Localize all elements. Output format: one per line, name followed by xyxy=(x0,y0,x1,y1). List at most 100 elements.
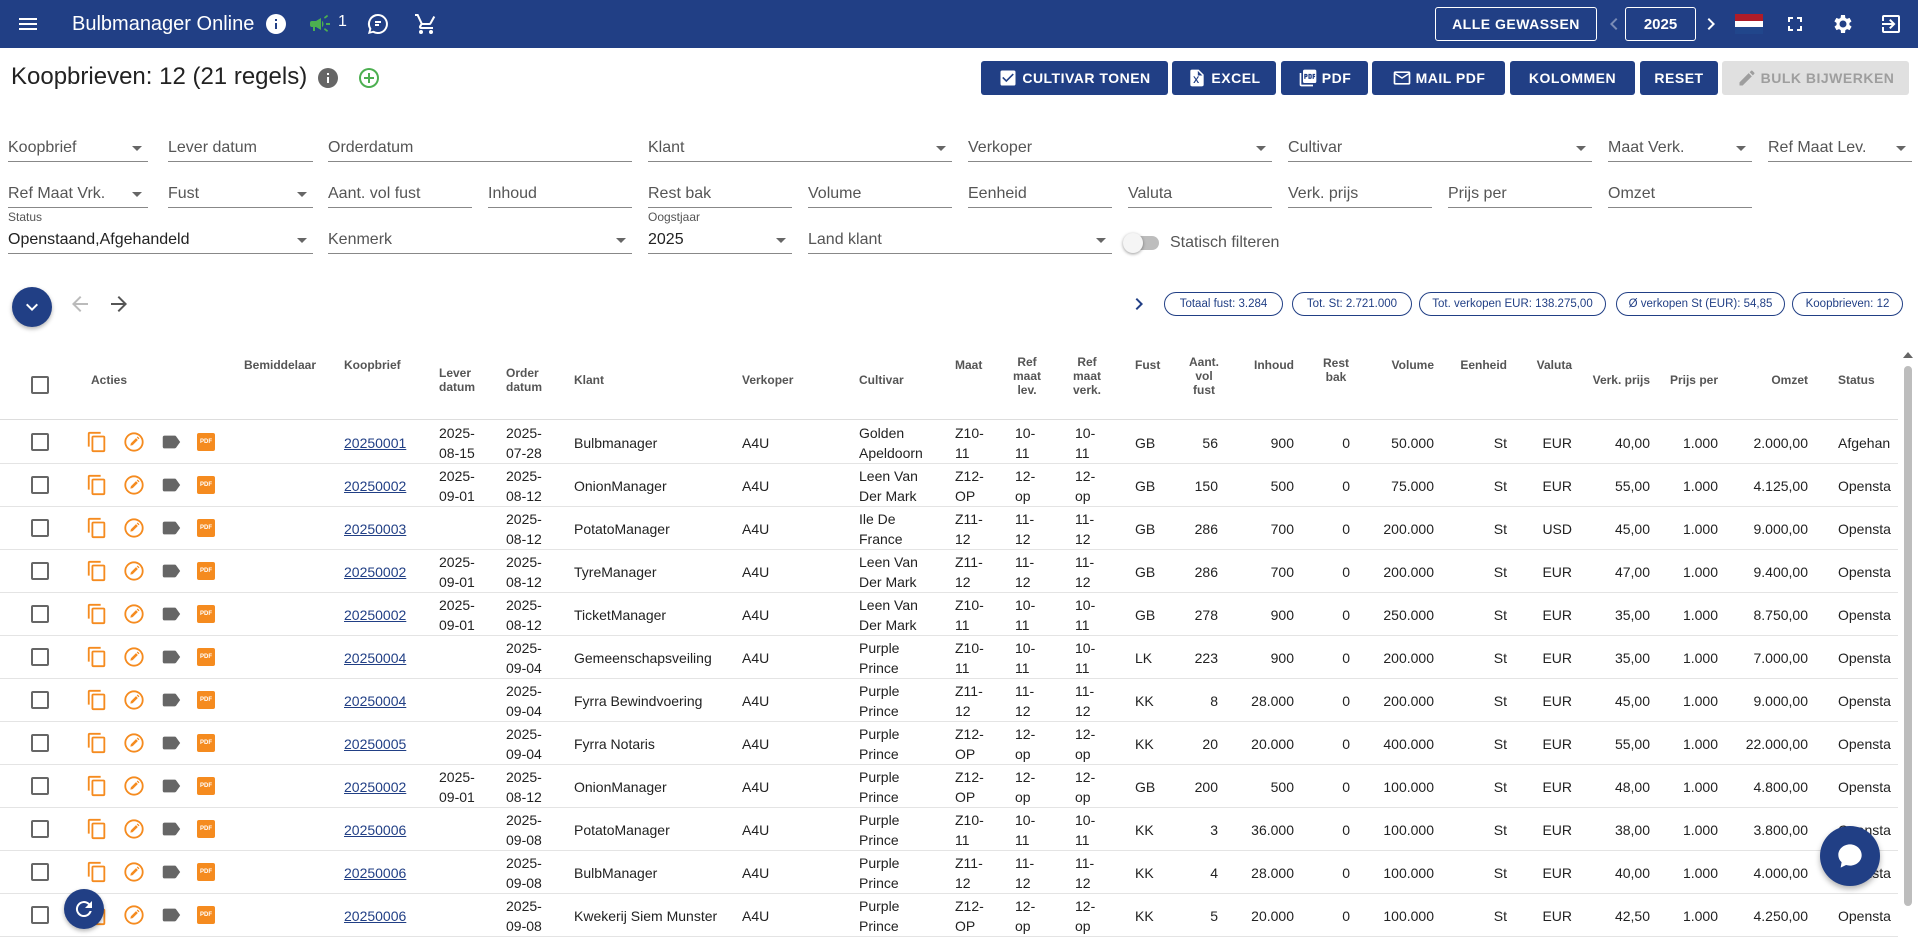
cultivar-tonen-button[interactable]: CULTIVAR TONEN xyxy=(981,61,1168,95)
label-tag-icon[interactable] xyxy=(160,560,182,582)
filter-koopbrief[interactable]: Koopbrief xyxy=(8,136,148,162)
filter-omzet[interactable]: Omzet xyxy=(1608,182,1752,208)
row-checkbox[interactable] xyxy=(31,519,49,537)
filter-volume[interactable]: Volume xyxy=(808,182,952,208)
table-row[interactable]: PDF 20250004 2025-09-04 Gemeenschapsveiling… xyxy=(0,636,1898,679)
header-ref-maat-verk[interactable]: Ref maat verk. xyxy=(1072,355,1102,397)
label-tag-icon[interactable] xyxy=(160,732,182,754)
cell-koopbrief[interactable]: 20250006 xyxy=(344,907,407,924)
edit-icon[interactable] xyxy=(123,560,145,582)
gear-icon[interactable] xyxy=(1831,12,1855,36)
header-koopbrief[interactable]: Koopbrief xyxy=(344,358,401,372)
header-inhoud[interactable]: Inhoud xyxy=(1254,358,1294,372)
add-circle-icon[interactable] xyxy=(357,66,381,90)
mail-pdf-button[interactable]: MAIL PDF xyxy=(1372,61,1505,95)
pdf-icon[interactable]: PDF xyxy=(197,777,215,795)
cell-koopbrief[interactable]: 20250004 xyxy=(344,692,407,709)
copy-icon[interactable] xyxy=(86,689,108,711)
filter-status[interactable]: Status Openstaand,Afgehandeld xyxy=(8,210,313,254)
columns-button[interactable]: KOLOMMEN xyxy=(1510,61,1635,95)
pdf-icon[interactable]: PDF xyxy=(197,691,215,709)
year-selector[interactable]: 2025 xyxy=(1625,7,1696,41)
edit-icon[interactable] xyxy=(123,603,145,625)
edit-icon[interactable] xyxy=(123,775,145,797)
info-icon[interactable] xyxy=(264,12,288,36)
header-valuta[interactable]: Valuta xyxy=(1536,358,1572,372)
cell-koopbrief[interactable]: 20250002 xyxy=(344,563,407,580)
edit-icon[interactable] xyxy=(123,689,145,711)
header-status[interactable]: Status xyxy=(1838,373,1875,387)
table-row[interactable]: PDF 20250002 2025-09-01 2025-08-12 TicketMan… xyxy=(0,593,1898,636)
table-row[interactable]: PDF 20250001 2025-08-15 2025-07-28 Bulbmanag… xyxy=(0,421,1898,464)
pdf-icon[interactable]: PDF xyxy=(197,863,215,881)
all-crops-button[interactable]: ALLE GEWASSEN xyxy=(1435,7,1597,41)
row-checkbox[interactable] xyxy=(31,562,49,580)
filter-cultivar[interactable]: Cultivar xyxy=(1288,136,1592,162)
cell-koopbrief[interactable]: 20250006 xyxy=(344,864,407,881)
row-checkbox[interactable] xyxy=(31,820,49,838)
table-row[interactable]: PDF 20250006 2025-09-08 Kwekerij Siem Munst… xyxy=(0,894,1898,937)
edit-icon[interactable] xyxy=(123,818,145,840)
row-checkbox[interactable] xyxy=(31,433,49,451)
chat-fab-button[interactable] xyxy=(1820,826,1880,886)
header-klant[interactable]: Klant xyxy=(574,373,604,387)
edit-icon[interactable] xyxy=(123,732,145,754)
filter-eenheid[interactable]: Eenheid xyxy=(968,182,1112,208)
pdf-button[interactable]: PDF xyxy=(1281,61,1368,95)
scrollbar-thumb[interactable] xyxy=(1904,366,1912,906)
scroll-up-arrow-icon[interactable] xyxy=(1903,352,1913,358)
dutch-flag-icon[interactable] xyxy=(1735,14,1763,35)
table-row[interactable]: PDF 20250004 2025-09-04 Fyrra Bewindvoering… xyxy=(0,679,1898,722)
edit-icon[interactable] xyxy=(123,646,145,668)
row-checkbox[interactable] xyxy=(31,476,49,494)
filter-orderdatum[interactable]: Orderdatum xyxy=(328,136,632,162)
filter-ref-maat-vrk[interactable]: Ref Maat Vrk. xyxy=(8,182,148,208)
filter-kenmerk[interactable]: Kenmerk xyxy=(328,228,632,254)
arrow-forward-icon[interactable] xyxy=(107,292,131,316)
pdf-icon[interactable]: PDF xyxy=(197,820,215,838)
pdf-icon[interactable]: PDF xyxy=(197,648,215,666)
table-row[interactable]: PDF 20250006 2025-09-08 BulbManager A4U Purpl… xyxy=(0,851,1898,894)
label-tag-icon[interactable] xyxy=(160,474,182,496)
header-fust[interactable]: Fust xyxy=(1135,358,1161,372)
pdf-icon[interactable]: PDF xyxy=(197,605,215,623)
header-order-datum[interactable]: Order datum xyxy=(506,366,542,394)
header-ref-maat-lev[interactable]: Ref maat lev. xyxy=(1012,355,1041,397)
edit-icon[interactable] xyxy=(123,517,145,539)
cell-koopbrief[interactable]: 20250005 xyxy=(344,735,407,752)
cell-koopbrief[interactable]: 20250001 xyxy=(344,434,407,451)
label-tag-icon[interactable] xyxy=(160,861,182,883)
row-checkbox[interactable] xyxy=(31,906,49,924)
table-row[interactable]: PDF 20250002 2025-09-01 2025-08-12 OnionMana… xyxy=(0,464,1898,507)
header-verkoper[interactable]: Verkoper xyxy=(742,373,794,387)
row-checkbox[interactable] xyxy=(31,605,49,623)
filter-inhoud[interactable]: Inhoud xyxy=(488,182,632,208)
copy-icon[interactable] xyxy=(86,775,108,797)
fullscreen-icon[interactable] xyxy=(1783,12,1807,36)
copy-icon[interactable] xyxy=(86,474,108,496)
header-bemiddelaar[interactable]: Bemiddelaar xyxy=(244,358,317,372)
refresh-fab-button[interactable] xyxy=(64,889,104,929)
header-aant-vol-fust[interactable]: Aant. vol fust xyxy=(1189,355,1219,397)
cell-koopbrief[interactable]: 20250002 xyxy=(344,477,407,494)
cell-koopbrief[interactable]: 20250006 xyxy=(344,821,407,838)
filter-lever-datum[interactable]: Lever datum xyxy=(168,136,313,162)
row-checkbox[interactable] xyxy=(31,777,49,795)
filter-aant-vol-fust[interactable]: Aant. vol fust xyxy=(328,182,472,208)
header-verk-prijs[interactable]: Verk. prijs xyxy=(1592,373,1650,387)
table-row[interactable]: PDF 20250002 2025-09-01 2025-08-12 TyreManag… xyxy=(0,550,1898,593)
row-checkbox[interactable] xyxy=(31,691,49,709)
copy-icon[interactable] xyxy=(86,818,108,840)
pdf-icon[interactable]: PDF xyxy=(197,906,215,924)
header-maat[interactable]: Maat xyxy=(955,358,983,372)
label-tag-icon[interactable] xyxy=(160,603,182,625)
filter-land-klant[interactable]: Land klant xyxy=(808,228,1112,254)
row-checkbox[interactable] xyxy=(31,734,49,752)
table-row[interactable]: PDF 20250005 2025-09-04 Fyrra Notaris A4U Pur… xyxy=(0,722,1898,765)
menu-icon[interactable] xyxy=(16,12,40,36)
chevron-right-icon[interactable] xyxy=(1699,12,1723,36)
cell-koopbrief[interactable]: 20250002 xyxy=(344,606,407,623)
table-scrollbar[interactable] xyxy=(1898,352,1918,944)
edit-icon[interactable] xyxy=(123,861,145,883)
reset-button[interactable]: RESET xyxy=(1640,61,1718,95)
